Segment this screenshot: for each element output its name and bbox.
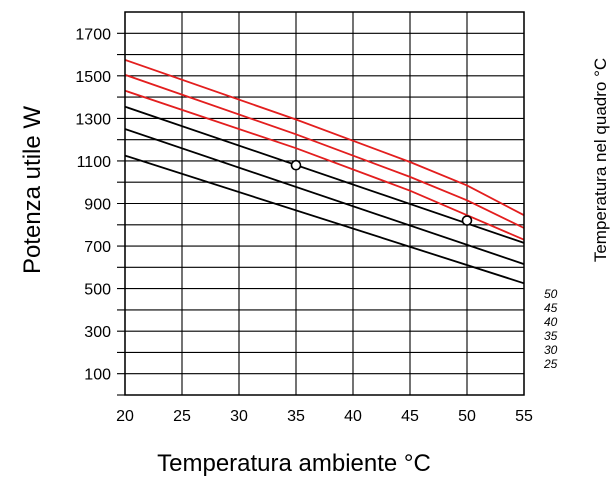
y-tick-label-1500: 1500 (75, 69, 111, 86)
y-tick-label-1100: 1100 (77, 154, 112, 171)
x-tick-label-50: 50 (458, 408, 476, 425)
series-line-40 (124, 89, 525, 241)
right-axis-title: Temperatura nel quadro °C (591, 58, 610, 262)
tick-layer: 20 25 30 35 40 45 50 55 100 300 500 700 900 1100 1300 1… (75, 26, 533, 425)
y-tick-label-900: 900 (84, 197, 111, 214)
grid-layer (117, 12, 525, 396)
y-tick-label-100: 100 (84, 367, 111, 384)
y-axis-title: Potenza utile W (19, 106, 46, 274)
x-tick-label-30: 30 (230, 408, 248, 425)
y-tick-label-700: 700 (84, 239, 111, 256)
series-label-30: 30 (544, 343, 558, 357)
x-tick-label-25: 25 (173, 408, 191, 425)
data-marker-1 (290, 159, 302, 171)
series-line-45 (124, 73, 525, 229)
y-tick-label-500: 500 (84, 282, 111, 299)
series-label-35: 35 (544, 329, 558, 343)
series-label-40: 40 (544, 315, 558, 329)
marker-layer (290, 159, 473, 226)
series-layer (124, 59, 525, 285)
series-label-50: 50 (544, 287, 558, 301)
series-line-25 (124, 154, 525, 285)
series-label-45: 45 (544, 301, 558, 315)
y-tick-label-300: 300 (84, 324, 111, 341)
y-tick-label-1700: 1700 (75, 26, 111, 43)
x-axis-title: Temperatura ambiente °C (157, 450, 431, 477)
x-tick-label-45: 45 (401, 408, 419, 425)
x-tick-label-40: 40 (344, 408, 362, 425)
series-label-25: 25 (543, 357, 558, 371)
x-tick-label-35: 35 (287, 408, 305, 425)
plot-frame (124, 11, 525, 396)
y-tick-label-1300: 1300 (75, 111, 111, 128)
series-line-35 (124, 105, 525, 244)
data-marker-2 (461, 215, 473, 226)
x-tick-label-55: 55 (515, 408, 533, 425)
series-line-50 (124, 59, 525, 216)
x-tick-label-20: 20 (116, 408, 134, 425)
series-line-30 (124, 128, 525, 265)
